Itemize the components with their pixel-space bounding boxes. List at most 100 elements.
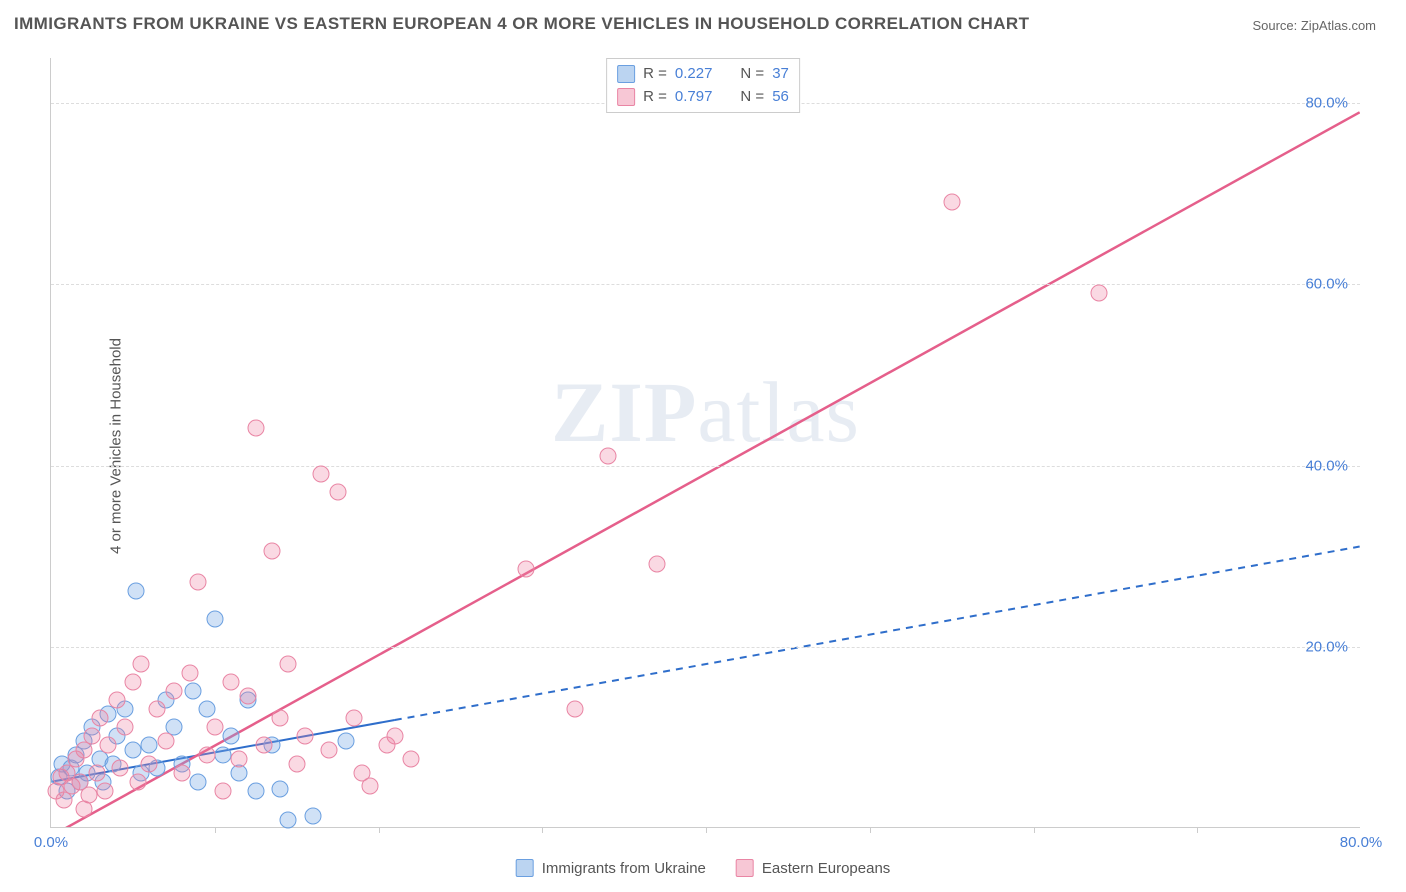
legend-entry: Immigrants from Ukraine xyxy=(516,859,706,877)
data-point xyxy=(128,583,145,600)
data-point xyxy=(280,811,297,828)
data-point xyxy=(149,701,166,718)
data-point xyxy=(206,610,223,627)
data-point xyxy=(337,732,354,749)
legend-label: Eastern Europeans xyxy=(762,860,890,877)
data-point xyxy=(362,778,379,795)
n-label: N = xyxy=(740,63,764,86)
legend-stat-row: R = 0.797 N = 56 xyxy=(617,86,789,109)
y-tick-label: 20.0% xyxy=(1305,638,1348,655)
data-point xyxy=(321,742,338,759)
data-point xyxy=(296,728,313,745)
data-point xyxy=(280,655,297,672)
data-point xyxy=(124,742,141,759)
gridline xyxy=(51,647,1360,648)
data-point xyxy=(92,710,109,727)
data-point xyxy=(133,655,150,672)
x-tick-mark xyxy=(706,827,707,833)
data-point xyxy=(403,751,420,768)
data-point xyxy=(1091,284,1108,301)
r-value: 0.797 xyxy=(675,86,713,109)
swatch-blue xyxy=(617,65,635,83)
data-point xyxy=(182,665,199,682)
swatch-blue xyxy=(516,859,534,877)
legend-label: Immigrants from Ukraine xyxy=(542,860,706,877)
legend-stat-row: R = 0.227 N = 37 xyxy=(617,63,789,86)
data-point xyxy=(157,732,174,749)
data-point xyxy=(223,728,240,745)
x-tick-label: 80.0% xyxy=(1340,834,1383,851)
data-point xyxy=(97,782,114,799)
legend-series: Immigrants from Ukraine Eastern European… xyxy=(516,859,891,877)
data-point xyxy=(329,483,346,500)
data-point xyxy=(198,701,215,718)
data-point xyxy=(83,728,100,745)
data-point xyxy=(129,773,146,790)
n-value: 56 xyxy=(772,86,789,109)
data-point xyxy=(386,728,403,745)
data-point xyxy=(111,760,128,777)
data-point xyxy=(288,755,305,772)
r-value: 0.227 xyxy=(675,63,713,86)
data-point xyxy=(599,447,616,464)
data-point xyxy=(190,574,207,591)
y-tick-label: 80.0% xyxy=(1305,95,1348,112)
data-point xyxy=(313,465,330,482)
data-point xyxy=(174,764,191,781)
data-point xyxy=(88,764,105,781)
data-point xyxy=(648,556,665,573)
data-point xyxy=(124,674,141,691)
data-point xyxy=(108,692,125,709)
watermark: ZIPatlas xyxy=(551,362,860,462)
y-tick-label: 40.0% xyxy=(1305,457,1348,474)
data-point xyxy=(214,782,231,799)
data-point xyxy=(517,560,534,577)
data-point xyxy=(100,737,117,754)
data-point xyxy=(231,751,248,768)
data-point xyxy=(239,687,256,704)
data-point xyxy=(206,719,223,736)
gridline xyxy=(51,284,1360,285)
data-point xyxy=(567,701,584,718)
scatter-plot: ZIPatlas 20.0%40.0%60.0%80.0%0.0%80.0% xyxy=(50,58,1360,828)
x-tick-mark xyxy=(870,827,871,833)
trend-lines xyxy=(51,58,1360,827)
swatch-pink xyxy=(617,88,635,106)
data-point xyxy=(272,710,289,727)
data-point xyxy=(345,710,362,727)
data-point xyxy=(264,542,281,559)
data-point xyxy=(75,800,92,817)
data-point xyxy=(141,737,158,754)
data-point xyxy=(255,737,272,754)
data-point xyxy=(272,780,289,797)
x-tick-mark xyxy=(542,827,543,833)
data-point xyxy=(247,782,264,799)
legend-stats: R = 0.227 N = 37 R = 0.797 N = 56 xyxy=(606,58,800,113)
n-label: N = xyxy=(740,86,764,109)
x-tick-mark xyxy=(1034,827,1035,833)
data-point xyxy=(185,683,202,700)
r-label: R = xyxy=(643,63,667,86)
data-point xyxy=(190,773,207,790)
gridline xyxy=(51,466,1360,467)
n-value: 37 xyxy=(772,63,789,86)
data-point xyxy=(141,755,158,772)
data-point xyxy=(214,746,231,763)
data-point xyxy=(943,193,960,210)
data-point xyxy=(223,674,240,691)
x-tick-mark xyxy=(215,827,216,833)
x-tick-mark xyxy=(379,827,380,833)
data-point xyxy=(165,683,182,700)
source-attribution: Source: ZipAtlas.com xyxy=(1252,18,1376,33)
data-point xyxy=(116,719,133,736)
chart-title: IMMIGRANTS FROM UKRAINE VS EASTERN EUROP… xyxy=(14,14,1029,34)
data-point xyxy=(305,808,322,825)
x-tick-mark xyxy=(1197,827,1198,833)
data-point xyxy=(198,746,215,763)
legend-entry: Eastern Europeans xyxy=(736,859,890,877)
data-point xyxy=(247,420,264,437)
r-label: R = xyxy=(643,86,667,109)
y-tick-label: 60.0% xyxy=(1305,276,1348,293)
x-tick-label: 0.0% xyxy=(34,834,68,851)
swatch-pink xyxy=(736,859,754,877)
